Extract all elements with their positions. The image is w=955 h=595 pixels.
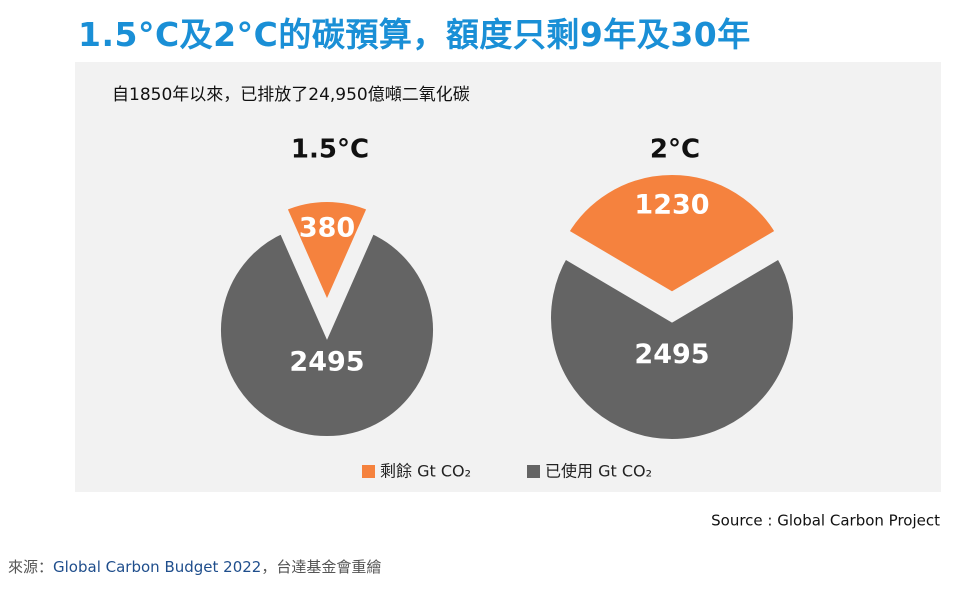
legend-swatch bbox=[362, 465, 375, 478]
source: Source : Global Carbon Project bbox=[711, 512, 940, 530]
chart-subtitle: 自1850年以來，已排放了24,950億噸二氧化碳 bbox=[112, 85, 470, 105]
legend-swatch bbox=[527, 465, 540, 478]
caption-suffix: ，台達基金會重繪 bbox=[261, 558, 382, 576]
pie-slice bbox=[277, 194, 377, 318]
caption-link[interactable]: Global Carbon Budget 2022 bbox=[53, 558, 262, 576]
legend-label: 已使用 Gt CO₂ bbox=[545, 462, 652, 481]
pie-slice bbox=[213, 224, 441, 444]
pie-slice bbox=[558, 167, 786, 301]
caption: 來源：Global Carbon Budget 2022，台達基金會重繪 bbox=[8, 556, 381, 577]
pie-slice bbox=[543, 248, 801, 447]
pie-title: 2°C bbox=[650, 135, 700, 165]
value-label: 2495 bbox=[634, 339, 709, 370]
chart-panel bbox=[75, 62, 941, 492]
value-label: 2495 bbox=[289, 347, 364, 378]
value-label: 380 bbox=[299, 212, 355, 243]
page-title: 1.5°C及2°C的碳預算，額度只剩9年及30年 bbox=[78, 15, 751, 54]
value-label: 1230 bbox=[634, 190, 709, 221]
caption-prefix: 來源： bbox=[8, 558, 54, 576]
pie-title: 1.5°C bbox=[291, 135, 369, 165]
legend-label: 剩餘 Gt CO₂ bbox=[380, 462, 471, 481]
